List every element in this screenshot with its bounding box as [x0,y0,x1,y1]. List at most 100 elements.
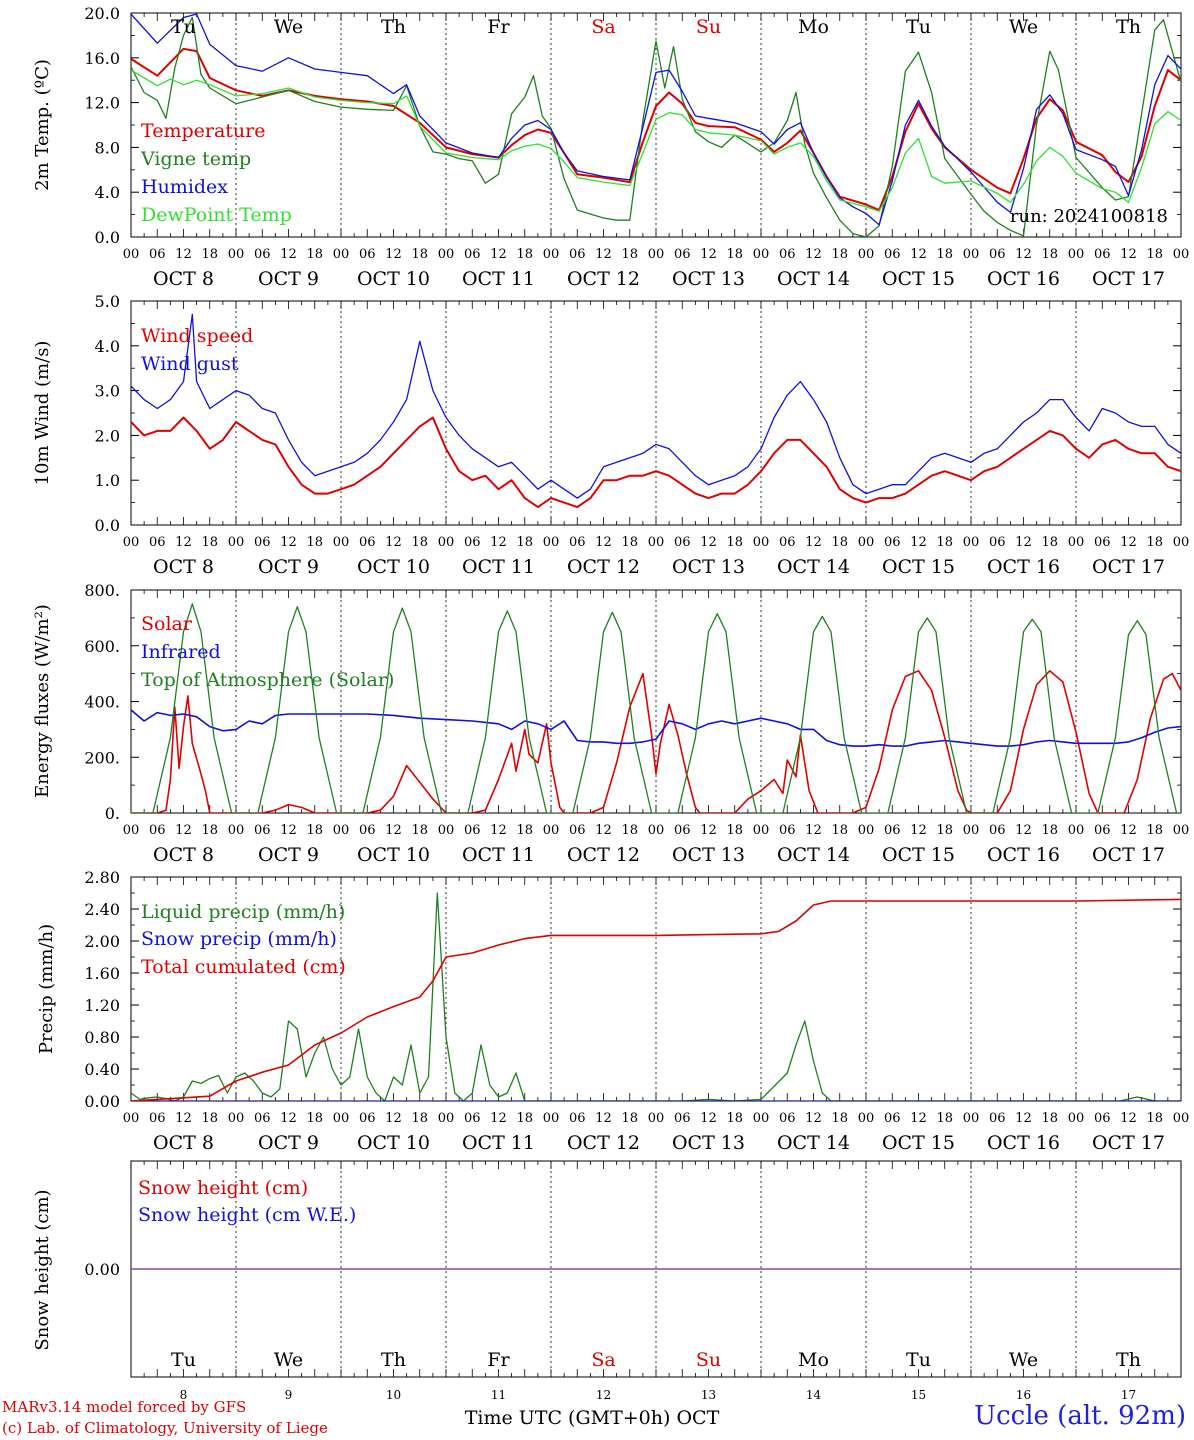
hour-label: 18 [726,535,743,550]
x-axis-title: Time UTC (GMT+0h) OCT [465,1407,720,1429]
hour-label: 12 [595,823,612,838]
hour-label: 06 [674,247,691,262]
hour-label: 12 [1015,535,1032,550]
hour-label: 06 [989,247,1006,262]
hour-label: 06 [254,535,271,550]
hour-label: 12 [910,247,927,262]
hour-label: 00 [438,535,455,550]
hour-label: 18 [726,1111,743,1126]
hour-label: 00 [1173,247,1190,262]
day-abbr: Th [381,16,406,38]
date-label: OCT 11 [462,844,535,866]
station-name: Uccle (alt. 92m) [974,1401,1186,1431]
day-abbr: Sa [591,16,615,38]
hour-label: 18 [516,823,533,838]
hour-label: 12 [490,823,507,838]
hour-label: 06 [1094,247,1111,262]
date-label: OCT 9 [258,1132,319,1154]
hour-label: 00 [648,823,665,838]
day-abbr: Su [696,1349,721,1371]
date-label: OCT 16 [987,556,1060,578]
y-tick-label: 1.20 [84,996,120,1015]
hour-label: 00 [1068,535,1085,550]
hour-label: 00 [1068,1111,1085,1126]
y-axis-title: 10m Wind (m/s) [32,341,53,486]
day-abbr: Tu [171,1349,196,1371]
day-number: 12 [596,1388,611,1402]
hour-label: 18 [1146,1111,1163,1126]
hour-label: 12 [805,535,822,550]
hour-label: 00 [438,1111,455,1126]
hour-label: 00 [963,1111,980,1126]
hour-label: 00 [123,247,140,262]
hour-label: 06 [569,535,586,550]
legend-entry: Temperature [141,120,265,142]
date-label: OCT 8 [153,844,214,866]
hour-label: 18 [516,535,533,550]
date-label: OCT 15 [882,556,955,578]
y-tick-label: 600. [84,637,120,656]
hour-label: 18 [516,1111,533,1126]
hour-label: 00 [1068,823,1085,838]
hour-label: 18 [411,247,428,262]
day-abbr: Su [696,16,721,38]
hour-label: 06 [359,247,376,262]
date-label: OCT 9 [258,268,319,290]
date-label: OCT 13 [672,556,745,578]
hour-label: 12 [1120,535,1137,550]
date-label: OCT 13 [672,1132,745,1154]
hour-label: 06 [989,823,1006,838]
y-tick-label: 1.60 [84,964,120,983]
hour-label: 06 [779,823,796,838]
hour-label: 12 [700,823,717,838]
hour-label: 00 [123,535,140,550]
hour-label: 00 [648,535,665,550]
hour-label: 00 [228,1111,245,1126]
hour-label: 06 [149,1111,166,1126]
day-abbr: Th [1116,1349,1141,1371]
hour-label: 06 [989,1111,1006,1126]
date-label: OCT 12 [567,1132,640,1154]
date-label: OCT 8 [153,556,214,578]
hour-label: 00 [858,1111,875,1126]
y-axis-title: 2m Temp. (ºC) [32,59,53,191]
hour-label: 06 [884,1111,901,1126]
date-label: OCT 11 [462,268,535,290]
y-axis-title: Snow height (cm) [32,1189,53,1350]
legend-entry: Solar [141,613,193,635]
y-tick-label: 12.0 [84,94,120,113]
date-label: OCT 16 [987,844,1060,866]
hour-label: 18 [201,247,218,262]
legend-entry: Wind speed [141,325,253,347]
hour-label: 06 [359,823,376,838]
date-label: OCT 13 [672,844,745,866]
day-number: 17 [1121,1388,1136,1402]
hour-label: 12 [175,535,192,550]
day-abbr: Tu [171,16,196,38]
y-tick-label: 2.40 [84,900,120,919]
hour-label: 18 [306,823,323,838]
date-label: OCT 14 [777,556,850,578]
panel-3: 0. 200. 400. 600. 800. Energy fluxes (W/m²) So… [32,581,1189,866]
y-tick-label: 5.0 [95,292,120,311]
hour-label: 06 [674,535,691,550]
y-tick-label: 3.0 [95,382,120,401]
day-abbr: Mo [798,16,829,38]
series-line [131,603,1181,813]
date-label: OCT 11 [462,1132,535,1154]
hour-label: 06 [254,1111,271,1126]
hour-label: 00 [1068,247,1085,262]
hour-label: 12 [385,247,402,262]
hour-label: 06 [464,1111,481,1126]
hour-label: 06 [464,823,481,838]
hour-label: 18 [831,535,848,550]
hour-label: 00 [753,823,770,838]
hour-label: 18 [726,247,743,262]
hour-label: 18 [621,1111,638,1126]
hour-label: 12 [175,1111,192,1126]
hour-label: 18 [411,1111,428,1126]
panel-1: 0.0 4.0 8.0 12.0 16.0 20.0 2m Temp. (ºC) Temper… [32,4,1190,290]
hour-label: 18 [936,247,953,262]
day-number: 15 [911,1388,926,1402]
date-label: OCT 14 [777,1132,850,1154]
